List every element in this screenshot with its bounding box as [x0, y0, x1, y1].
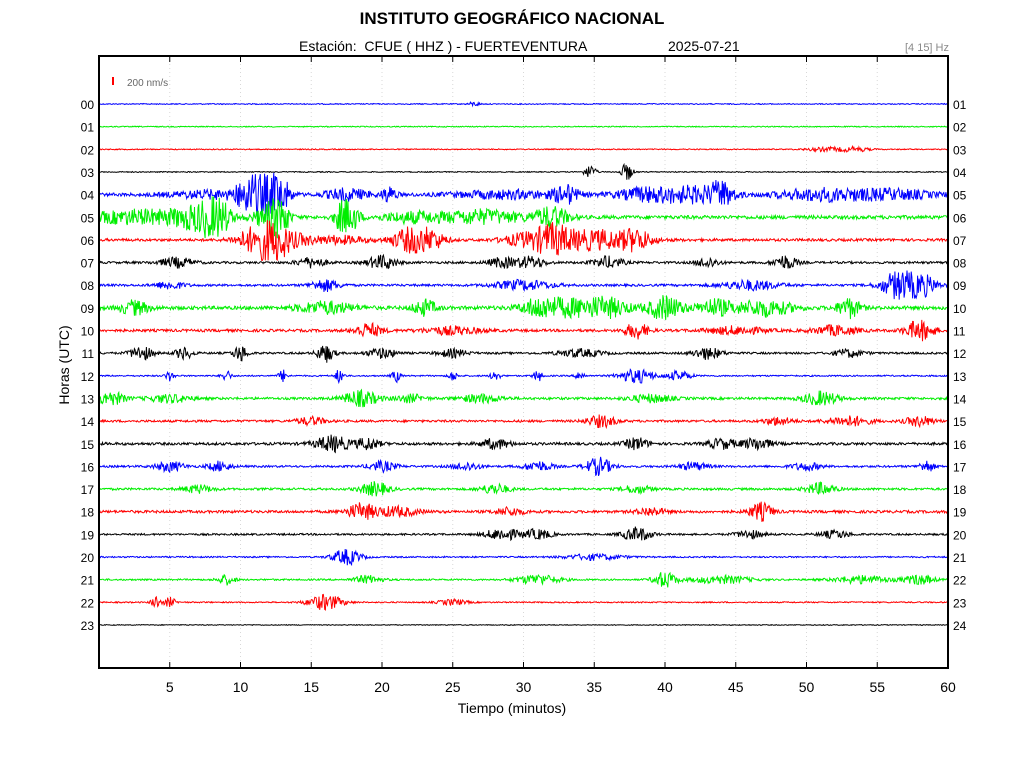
trace-hour-02 — [98, 144, 949, 154]
row-label-right: 23 — [953, 596, 967, 610]
row-label-left: 18 — [81, 506, 95, 520]
x-tick-label: 45 — [728, 679, 744, 695]
row-label-left: 02 — [81, 143, 95, 157]
row-label-left: 13 — [81, 392, 95, 406]
trace-hour-06 — [98, 220, 949, 262]
x-tick-label: 5 — [166, 679, 174, 695]
scale-bar — [112, 77, 114, 85]
trace-hour-03 — [98, 162, 949, 180]
trace-hour-21 — [98, 571, 949, 588]
trace-hour-18 — [98, 501, 949, 522]
row-label-left: 12 — [81, 370, 95, 384]
trace-hour-15 — [98, 434, 949, 454]
trace-hour-17 — [98, 481, 949, 497]
row-label-left: 08 — [81, 279, 95, 293]
trace-hour-19 — [98, 526, 949, 542]
x-tick-label: 40 — [657, 679, 673, 695]
scale-label: 200 nm/s — [127, 78, 168, 89]
row-label-left: 10 — [81, 325, 95, 339]
filter-band: [4 15] Hz — [904, 42, 949, 54]
row-label-left: 14 — [81, 415, 95, 429]
row-label-left: 05 — [81, 211, 95, 225]
row-label-right: 02 — [953, 121, 967, 135]
trace-hour-14 — [98, 414, 949, 430]
row-label-right: 04 — [953, 166, 967, 180]
row-label-left: 07 — [81, 257, 95, 271]
trace-hour-23 — [98, 623, 949, 627]
x-tick-label: 20 — [374, 679, 390, 695]
trace-hour-22 — [98, 593, 949, 611]
row-label-right: 06 — [953, 211, 967, 225]
x-tick-label: 10 — [233, 679, 249, 695]
trace-hour-20 — [98, 548, 949, 567]
trace-hour-04 — [98, 172, 949, 217]
row-label-right: 21 — [953, 551, 967, 565]
row-label-left: 19 — [81, 528, 95, 542]
trace-hour-11 — [98, 345, 949, 363]
row-label-left: 06 — [81, 234, 95, 248]
row-label-right: 22 — [953, 574, 967, 588]
row-label-right: 12 — [953, 347, 967, 361]
row-label-left: 20 — [81, 551, 95, 565]
row-label-right: 01 — [953, 98, 967, 112]
row-label-right: 13 — [953, 370, 967, 384]
row-label-left: 11 — [82, 347, 95, 361]
chart-title: INSTITUTO GEOGRÁFICO NACIONAL — [359, 9, 665, 28]
x-tick-label: 25 — [445, 679, 461, 695]
row-label-right: 16 — [953, 438, 967, 452]
row-label-right: 11 — [953, 325, 966, 339]
row-label-right: 05 — [953, 189, 967, 203]
x-tick-label: 50 — [799, 679, 815, 695]
label-layer: 5 10 15 20 25 30 35 40 45 50 55 60 200 nm/s 00 01 01 02 0… — [81, 77, 967, 695]
x-axis-label: Tiempo (minutos) — [457, 700, 567, 716]
x-tick-label: 30 — [516, 679, 532, 695]
plot-frame — [98, 55, 949, 669]
trace-hour-01 — [98, 125, 949, 128]
row-label-right: 10 — [953, 302, 967, 316]
row-label-right: 19 — [953, 506, 967, 520]
row-label-left: 03 — [81, 166, 95, 180]
x-tick-label: 60 — [940, 679, 956, 695]
trace-hour-10 — [98, 319, 949, 342]
trace-hour-12 — [98, 368, 949, 385]
row-label-right: 14 — [953, 392, 967, 406]
row-label-right: 07 — [953, 234, 967, 248]
row-label-left: 09 — [81, 302, 95, 316]
y-axis-label: Horas (UTC) — [56, 325, 72, 405]
trace-hour-00 — [98, 101, 949, 108]
row-label-left: 01 — [81, 121, 95, 135]
row-label-left: 23 — [81, 619, 95, 633]
row-label-right: 18 — [953, 483, 967, 497]
row-label-right: 24 — [953, 619, 967, 633]
record-date: 2025-07-21 — [668, 38, 740, 54]
trace-hour-05 — [98, 196, 949, 239]
trace-hour-16 — [98, 456, 949, 476]
trace-hour-07 — [98, 253, 949, 270]
row-label-left: 17 — [81, 483, 95, 497]
row-label-right: 08 — [953, 257, 967, 271]
x-tick-label: 55 — [869, 679, 885, 695]
trace-hour-13 — [98, 388, 949, 408]
row-label-right: 20 — [953, 528, 967, 542]
row-label-right: 03 — [953, 143, 967, 157]
row-label-right: 09 — [953, 279, 967, 293]
station-label: Estación: CFUE ( HHZ ) - FUERTEVENTURA — [299, 38, 588, 54]
row-label-right: 15 — [953, 415, 967, 429]
row-label-left: 16 — [81, 460, 95, 474]
row-label-right: 17 — [953, 460, 967, 474]
row-label-left: 22 — [81, 596, 95, 610]
trace-layer — [98, 101, 949, 627]
trace-hour-09 — [98, 295, 949, 320]
row-label-left: 04 — [81, 189, 95, 203]
x-tick-label: 35 — [586, 679, 602, 695]
row-label-left: 00 — [81, 98, 95, 112]
row-label-left: 21 — [81, 574, 95, 588]
trace-hour-08 — [98, 270, 949, 300]
x-tick-label: 15 — [303, 679, 319, 695]
row-label-left: 15 — [81, 438, 95, 452]
